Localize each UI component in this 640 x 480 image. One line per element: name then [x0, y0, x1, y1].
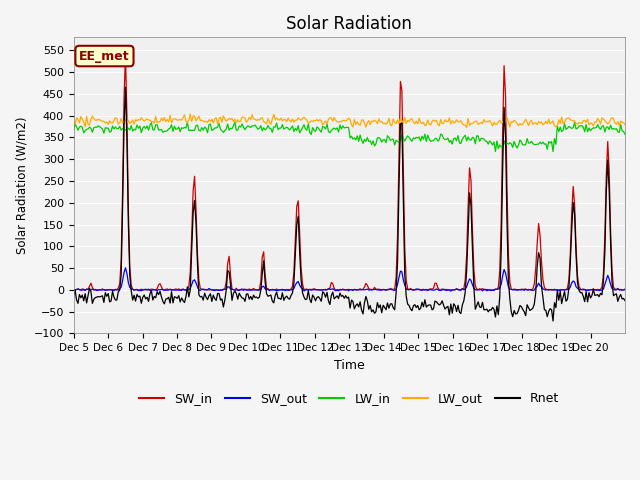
Text: EE_met: EE_met	[79, 49, 130, 62]
SW_out	[548, 287, 556, 293]
LW_out	[620, 120, 627, 126]
Rnet	[355, 304, 362, 310]
SW_out	[70, 288, 77, 293]
SW_out	[88, 286, 96, 292]
LW_in	[621, 132, 629, 137]
Rnet	[106, 299, 113, 305]
Line: LW_out: LW_out	[74, 114, 625, 127]
Title: Solar Radiation: Solar Radiation	[286, 15, 412, 33]
Rnet	[549, 318, 557, 324]
Rnet	[88, 300, 96, 306]
SW_out	[122, 265, 129, 271]
LW_in	[88, 130, 96, 135]
SW_out	[447, 288, 454, 294]
SW_in	[548, 287, 556, 293]
X-axis label: Time: Time	[334, 359, 365, 372]
LW_in	[70, 128, 77, 133]
SW_in	[108, 287, 115, 293]
Line: SW_in: SW_in	[74, 55, 625, 290]
LW_out	[88, 113, 96, 119]
LW_out	[186, 111, 194, 117]
SW_in	[122, 52, 129, 58]
Line: Rnet: Rnet	[74, 87, 625, 321]
LW_in	[231, 120, 239, 125]
Rnet	[70, 294, 77, 300]
SW_in	[71, 287, 79, 293]
SW_out	[620, 287, 627, 293]
LW_in	[355, 139, 362, 144]
LW_in	[549, 149, 557, 155]
LW_out	[548, 120, 556, 125]
LW_out	[466, 122, 474, 128]
SW_in	[621, 287, 629, 293]
Y-axis label: Solar Radiation (W/m2): Solar Radiation (W/m2)	[15, 117, 28, 254]
Rnet	[620, 296, 627, 301]
LW_out	[70, 120, 77, 126]
Rnet	[122, 84, 129, 90]
LW_out	[355, 121, 362, 127]
SW_in	[90, 287, 98, 293]
SW_in	[70, 287, 77, 292]
LW_in	[547, 140, 554, 146]
Rnet	[547, 306, 554, 312]
LW_in	[464, 134, 472, 140]
SW_out	[621, 286, 629, 292]
SW_out	[355, 287, 362, 292]
SW_in	[466, 165, 474, 171]
SW_in	[620, 287, 627, 293]
Rnet	[464, 230, 472, 236]
LW_in	[106, 129, 113, 135]
Line: SW_out: SW_out	[74, 268, 625, 291]
Rnet	[621, 298, 629, 303]
LW_in	[620, 129, 627, 134]
LW_out	[621, 122, 629, 128]
LW_out	[463, 124, 470, 130]
SW_out	[466, 276, 474, 282]
SW_out	[106, 287, 113, 292]
SW_in	[356, 287, 364, 293]
Line: LW_in: LW_in	[74, 122, 625, 152]
LW_out	[106, 118, 113, 124]
Legend: SW_in, SW_out, LW_in, LW_out, Rnet: SW_in, SW_out, LW_in, LW_out, Rnet	[134, 387, 564, 410]
